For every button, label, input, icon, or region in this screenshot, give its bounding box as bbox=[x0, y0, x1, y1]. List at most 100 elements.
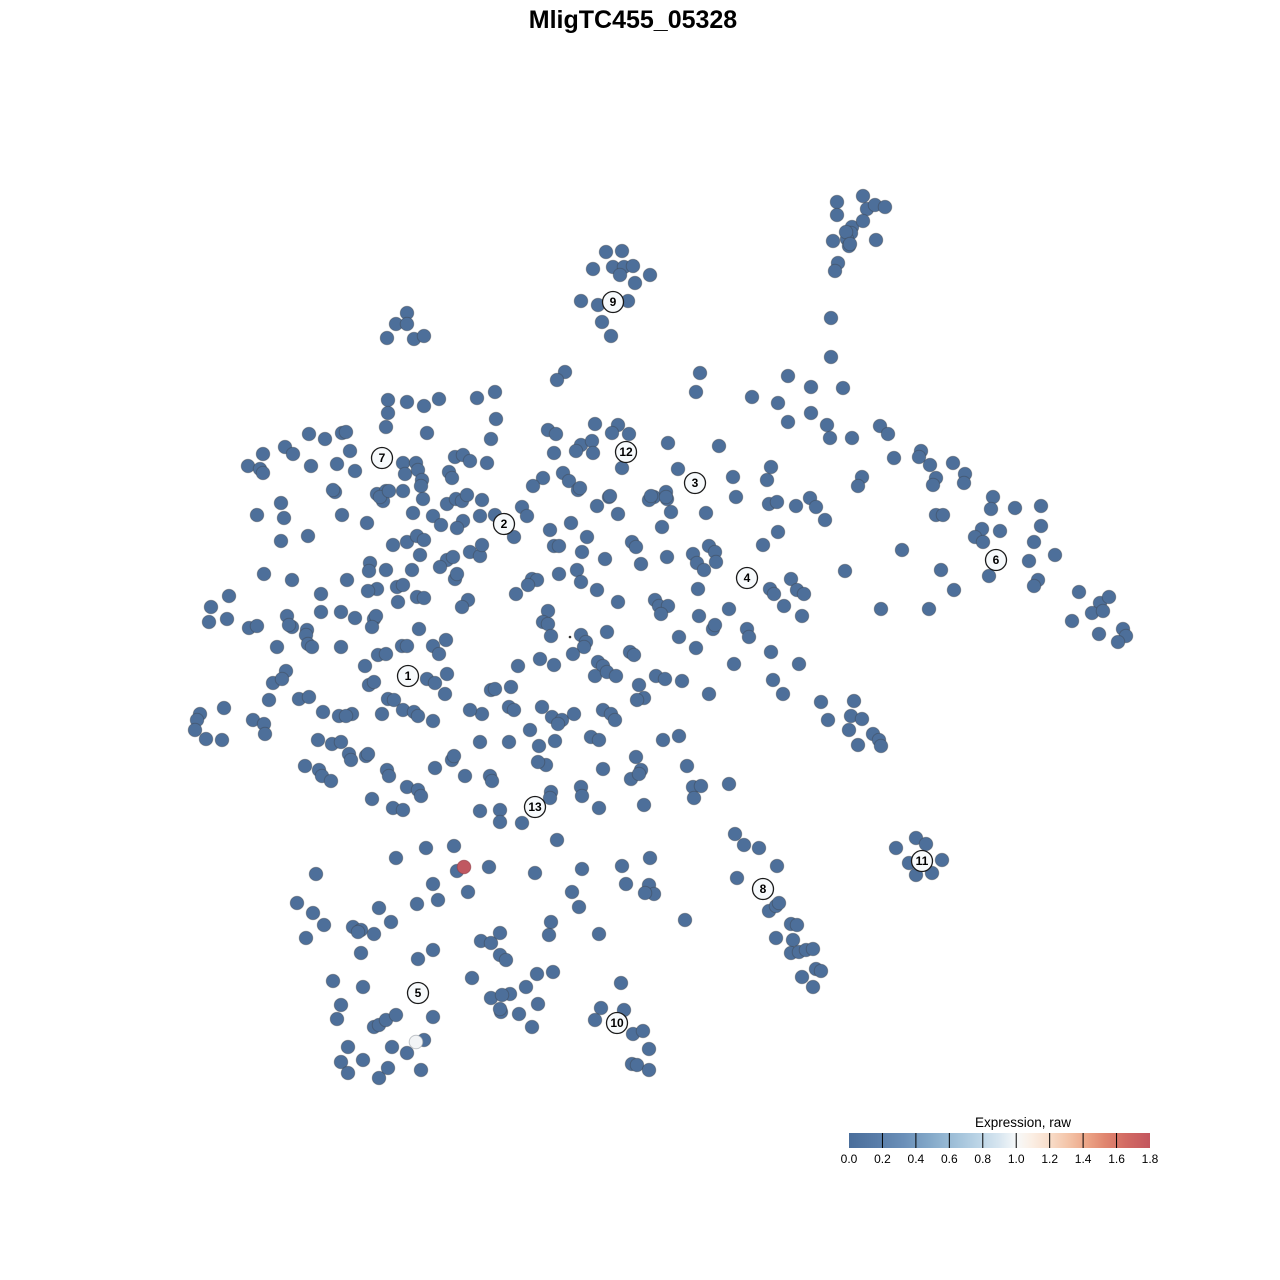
data-point bbox=[549, 372, 565, 388]
data-point bbox=[483, 431, 499, 447]
data-point bbox=[518, 979, 534, 995]
data-point bbox=[595, 761, 611, 777]
data-point bbox=[350, 924, 366, 940]
data-point bbox=[474, 537, 490, 553]
data-point bbox=[249, 507, 265, 523]
data-point bbox=[462, 702, 478, 718]
cluster-label-6: 6 bbox=[984, 548, 1008, 572]
data-point bbox=[388, 1007, 404, 1023]
data-point bbox=[854, 711, 870, 727]
data-point bbox=[721, 601, 737, 617]
data-point bbox=[390, 594, 406, 610]
data-point bbox=[380, 1060, 396, 1076]
data-point bbox=[460, 884, 476, 900]
data-point bbox=[660, 435, 676, 451]
data-point bbox=[472, 803, 488, 819]
data-point bbox=[837, 563, 853, 579]
data-point bbox=[657, 671, 673, 687]
data-point bbox=[604, 425, 620, 441]
data-point bbox=[911, 449, 927, 465]
data-point bbox=[548, 426, 564, 442]
data-point bbox=[301, 426, 317, 442]
data-point bbox=[566, 706, 582, 722]
data-point bbox=[614, 460, 630, 476]
data-point bbox=[803, 379, 819, 395]
data-point bbox=[366, 674, 382, 690]
data-point bbox=[187, 722, 203, 738]
data-point bbox=[378, 646, 394, 662]
data-point bbox=[530, 996, 546, 1012]
data-point bbox=[305, 905, 321, 921]
data-point bbox=[1021, 553, 1037, 569]
data-point bbox=[487, 384, 503, 400]
data-point bbox=[846, 693, 862, 709]
data-point bbox=[338, 708, 354, 724]
data-point bbox=[571, 899, 587, 915]
data-point bbox=[310, 732, 326, 748]
data-point bbox=[281, 617, 297, 633]
data-point bbox=[221, 588, 237, 604]
data-point bbox=[308, 866, 324, 882]
data-point bbox=[418, 840, 434, 856]
data-point bbox=[338, 424, 354, 440]
data-point bbox=[574, 788, 590, 804]
cluster-label-8: 8 bbox=[751, 877, 775, 901]
high-expression-point bbox=[456, 859, 472, 875]
data-point bbox=[410, 951, 426, 967]
data-point bbox=[361, 563, 377, 579]
data-point bbox=[766, 586, 782, 602]
data-point bbox=[416, 590, 432, 606]
data-point bbox=[654, 519, 670, 535]
data-point bbox=[1047, 547, 1063, 563]
data-point bbox=[413, 788, 429, 804]
cluster-label-12: 12 bbox=[614, 440, 638, 464]
cluster-label-circle bbox=[601, 290, 625, 314]
data-point bbox=[769, 494, 785, 510]
cluster-label-circle bbox=[406, 981, 430, 1005]
data-point bbox=[561, 473, 577, 489]
cluster-label-circle bbox=[984, 548, 1008, 572]
data-point bbox=[608, 668, 624, 684]
data-point bbox=[886, 450, 902, 466]
legend-tick-label: 1.8 bbox=[1142, 1152, 1159, 1166]
data-point bbox=[386, 692, 402, 708]
data-point bbox=[796, 586, 812, 602]
data-point bbox=[780, 368, 796, 384]
data-point bbox=[379, 330, 395, 346]
data-point bbox=[692, 365, 708, 381]
data-point bbox=[524, 1019, 540, 1035]
data-point bbox=[342, 443, 358, 459]
data-point bbox=[1026, 534, 1042, 550]
data-point bbox=[501, 734, 517, 750]
data-point bbox=[855, 188, 871, 204]
legend-tick-label: 1.0 bbox=[1008, 1152, 1025, 1166]
data-point bbox=[508, 586, 524, 602]
data-point bbox=[297, 758, 313, 774]
data-point bbox=[431, 391, 447, 407]
cluster-label-circle bbox=[605, 1011, 629, 1035]
data-point bbox=[579, 529, 595, 545]
data-point bbox=[751, 840, 767, 856]
cluster-label-circle bbox=[735, 566, 759, 590]
data-point bbox=[313, 586, 329, 602]
tiny-speck-point bbox=[568, 635, 572, 639]
legend-tick-label: 0.8 bbox=[974, 1152, 991, 1166]
data-point bbox=[343, 752, 359, 768]
cluster-label-number: 4 bbox=[744, 571, 751, 585]
data-point bbox=[736, 837, 752, 853]
legend-tick-label: 0.6 bbox=[941, 1152, 958, 1166]
data-point bbox=[432, 559, 448, 575]
data-point bbox=[631, 766, 647, 782]
data-point bbox=[492, 1001, 508, 1017]
data-point bbox=[444, 470, 460, 486]
data-point bbox=[481, 859, 497, 875]
data-point bbox=[690, 581, 706, 597]
data-point bbox=[542, 790, 558, 806]
data-point bbox=[347, 610, 363, 626]
cluster-label-7: 7 bbox=[370, 446, 394, 470]
data-point bbox=[741, 629, 757, 645]
data-point bbox=[983, 501, 999, 517]
data-point bbox=[364, 791, 380, 807]
data-point bbox=[850, 737, 866, 753]
cluster-label-circle bbox=[523, 795, 547, 819]
